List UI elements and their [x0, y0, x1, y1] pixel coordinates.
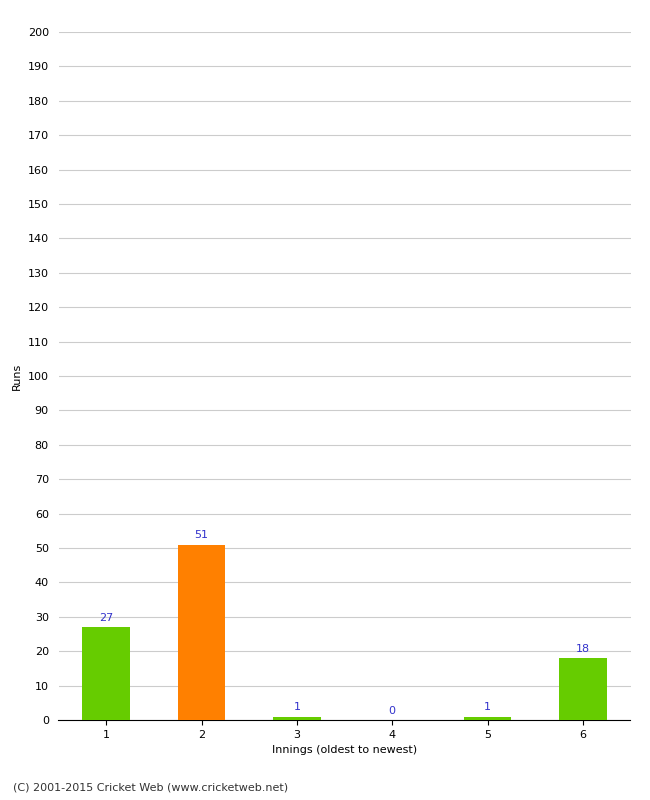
- X-axis label: Innings (oldest to newest): Innings (oldest to newest): [272, 746, 417, 755]
- Text: 18: 18: [576, 644, 590, 654]
- Text: 1: 1: [484, 702, 491, 713]
- Bar: [177, 545, 226, 720]
- Text: 51: 51: [194, 530, 209, 541]
- Y-axis label: Runs: Runs: [12, 362, 22, 390]
- Bar: [273, 717, 320, 720]
- Bar: [559, 658, 606, 720]
- Text: (C) 2001-2015 Cricket Web (www.cricketweb.net): (C) 2001-2015 Cricket Web (www.cricketwe…: [13, 782, 288, 792]
- Text: 1: 1: [293, 702, 300, 713]
- Text: 0: 0: [389, 706, 396, 716]
- Text: 27: 27: [99, 613, 113, 623]
- Bar: [463, 717, 512, 720]
- Bar: [83, 627, 130, 720]
